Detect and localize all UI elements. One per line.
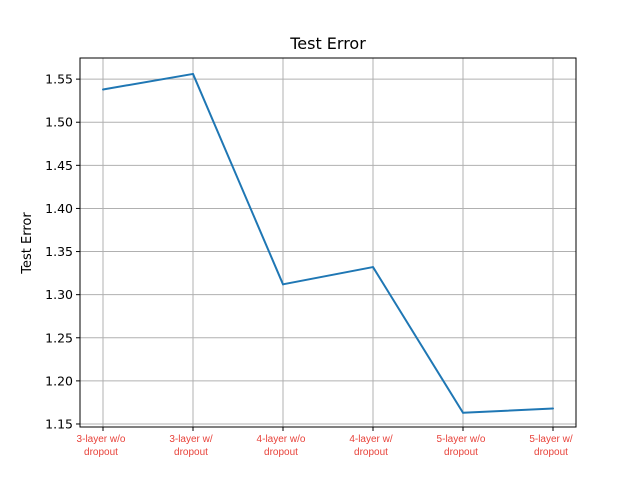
y-tick-label: 1.20 xyxy=(45,373,73,388)
x-tick-label-line: dropout xyxy=(84,447,118,458)
x-tick-label-line: 3-layer w/ xyxy=(169,434,213,445)
chart-title: Test Error xyxy=(289,34,366,53)
x-tick-label: 4-layer w/dropout xyxy=(349,434,393,458)
y-tick-label: 1.45 xyxy=(45,158,73,173)
y-tick-label: 1.50 xyxy=(45,115,73,130)
x-tick-label: 4-layer w/o dropout xyxy=(257,434,306,458)
x-tick-label-line: 5-layer w/ xyxy=(529,434,573,445)
plot-frame xyxy=(79,57,577,428)
y-tick-label: 1.30 xyxy=(45,287,73,302)
y-tick-label: 1.40 xyxy=(45,201,73,216)
x-tick-label-line: 3-layer w/o xyxy=(77,434,126,445)
data-point xyxy=(552,407,554,410)
x-tick-label-line: 4-layer w/ xyxy=(349,434,393,445)
grid-lines xyxy=(80,58,576,427)
x-tick-label-line: 5-layer w/o xyxy=(437,434,486,445)
series-layer xyxy=(102,72,554,414)
data-point xyxy=(372,266,374,269)
data-point xyxy=(102,88,104,91)
x-tick-label-line: dropout xyxy=(444,447,478,458)
axes-frame xyxy=(79,57,577,428)
y-axis-label: Test Error xyxy=(20,212,35,275)
x-tick-label-line: dropout xyxy=(354,447,388,458)
data-point xyxy=(282,283,284,286)
x-tick-label: 5-layer w/dropout xyxy=(529,434,573,458)
x-tick-label-line: dropout xyxy=(264,447,298,458)
y-tick-label: 1.15 xyxy=(45,416,73,431)
data-point xyxy=(192,72,194,75)
data-point xyxy=(462,411,464,414)
y-axis-ticks: 1.15 1.20 1.25 1.30 1.35 1.40 1.45 1.50 1.55 xyxy=(45,72,80,431)
y-tick-label: 1.35 xyxy=(45,244,73,259)
y-tick-label: 1.55 xyxy=(45,72,73,87)
x-tick-label-line: dropout xyxy=(534,447,568,458)
y-tick-label: 1.25 xyxy=(45,330,73,345)
x-tick-label-line: dropout xyxy=(174,447,208,458)
x-tick-label: 5-layer w/o dropout xyxy=(437,434,486,458)
x-tick-label: 3-layer w/o dropout xyxy=(77,434,126,458)
series-line xyxy=(102,72,554,414)
x-tick-label: 3-layer w/dropout xyxy=(169,434,213,458)
x-tick-label-line: 4-layer w/o xyxy=(257,434,306,445)
